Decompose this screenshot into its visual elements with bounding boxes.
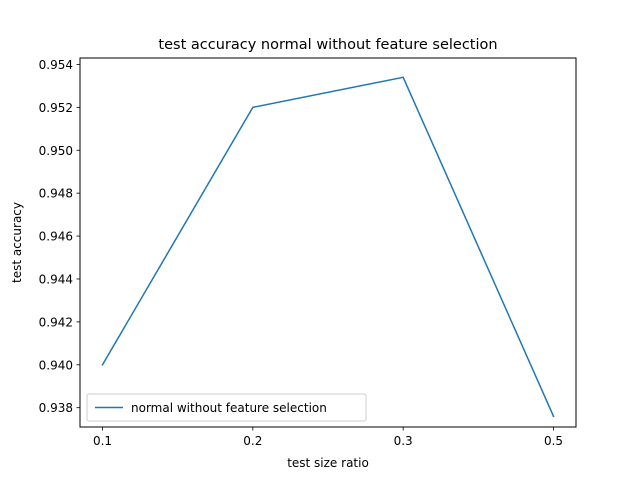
x-axis-label: test size ratio: [287, 456, 369, 470]
series-line: [101, 76, 555, 418]
y-tick-label: 0.938: [39, 401, 73, 415]
x-axis-ticks: 0.1 0.2 0.3 0.5: [93, 427, 563, 448]
data-point: [252, 106, 254, 109]
x-tick-label: 0.2: [243, 434, 262, 448]
y-tick-label: 0.948: [39, 187, 73, 201]
series-layer: [101, 76, 555, 418]
legend: normal without feature selection: [86, 393, 367, 422]
y-tick-label: 0.944: [39, 272, 73, 286]
y-tick-label: 0.940: [39, 358, 73, 372]
plot-frame: [79, 57, 577, 428]
x-tick-label: 0.1: [93, 434, 112, 448]
y-tick-label: 0.950: [39, 144, 73, 158]
y-axis-ticks: 0.938 0.940 0.942 0.944 0.946 0.948 0.950 0.952…: [39, 58, 80, 415]
x-tick-label: 0.5: [544, 434, 563, 448]
y-tick-label: 0.954: [39, 58, 73, 72]
y-tick-label: 0.942: [39, 315, 73, 329]
data-point: [101, 364, 104, 366]
y-tick-label: 0.952: [39, 101, 73, 115]
plot-area: [80, 58, 576, 427]
y-axis-label: test accuracy: [10, 202, 24, 283]
chart-title: test accuracy normal without feature sel…: [158, 37, 497, 53]
y-tick-label: 0.946: [39, 230, 73, 244]
data-point: [402, 76, 404, 79]
x-tick-label: 0.3: [394, 434, 413, 448]
data-point: [552, 415, 555, 418]
legend-label: normal without feature selection: [131, 401, 327, 415]
legend-box: [86, 393, 367, 422]
